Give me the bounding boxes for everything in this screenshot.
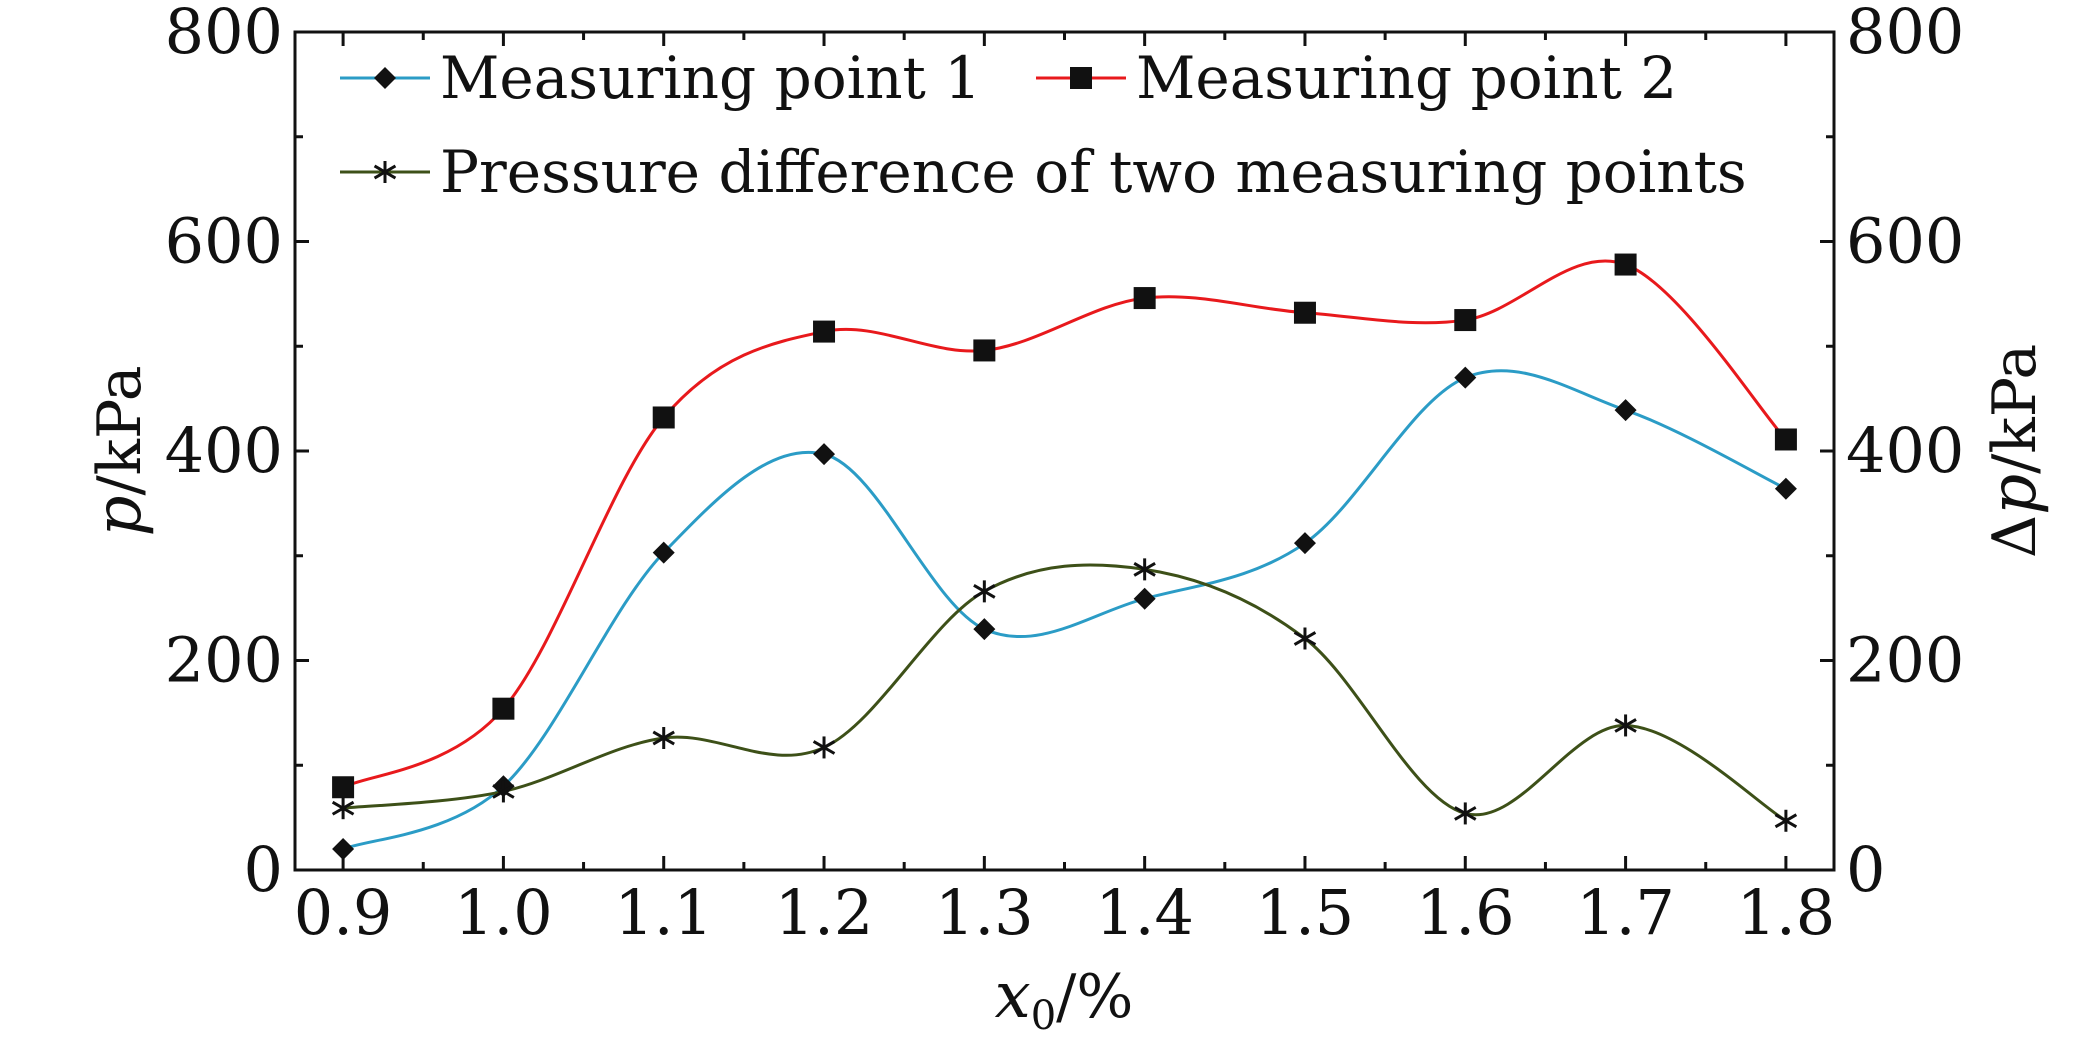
legend-label-3: Pressure difference of two measuring poi…	[440, 138, 1747, 206]
legend-label-1: Measuring point 1	[440, 44, 981, 112]
x-tick-label: 1.7	[1576, 876, 1675, 949]
data-point-series-1	[652, 541, 675, 564]
data-point-series-1	[332, 838, 355, 861]
y-tick-label: 600	[165, 205, 283, 278]
y-tick-label: 200	[165, 624, 283, 697]
data-point-series-3	[1614, 714, 1637, 737]
data-point-series-2	[1454, 309, 1477, 332]
x-tick-label: 1.3	[935, 876, 1034, 949]
x-tick-label: 1.2	[775, 876, 874, 949]
x-tick-label: 1.8	[1737, 876, 1836, 949]
y2-tick-label: 400	[1846, 414, 1964, 487]
series-lines	[342, 259, 1788, 851]
legend-label-2: Measuring point 2	[1136, 44, 1677, 112]
data-point-series-1	[1774, 477, 1797, 500]
y-tick-label: 800	[165, 0, 283, 68]
data-point-series-3	[1774, 809, 1798, 832]
axis-ticks	[295, 30, 1834, 872]
legend: Measuring point 1 Measuring point 2 Pressu…	[340, 44, 1747, 206]
y2-tick-label: 800	[1846, 0, 1964, 68]
data-point-series-2	[332, 776, 355, 799]
data-point-series-3	[331, 797, 355, 820]
series-line-1	[342, 369, 1787, 851]
data-point-series-3	[492, 780, 515, 803]
legend-marker-3	[373, 161, 397, 183]
series-line-2	[342, 259, 1788, 789]
x-tick-label: 1.1	[614, 876, 713, 949]
data-point-series-1	[1133, 587, 1156, 610]
data-point-series-2	[973, 339, 996, 362]
y2-tick-label: 200	[1846, 624, 1964, 697]
series-line-3	[342, 563, 1787, 823]
data-point-series-2	[1133, 287, 1156, 310]
x-tick-label: 1.6	[1416, 876, 1515, 949]
y2-tick-label: 600	[1846, 205, 1964, 278]
data-point-series-1	[1293, 532, 1316, 555]
y-axis-title: p/kPa	[82, 366, 156, 537]
x-axis-title: x0/%	[995, 959, 1134, 1039]
data-point-series-3	[1454, 802, 1477, 825]
data-point-series-2	[813, 320, 836, 343]
x-tick-label: 1.4	[1095, 876, 1194, 949]
data-point-series-1	[813, 443, 836, 466]
x-tick-label: 1.5	[1256, 876, 1355, 949]
x-tick-label: 1.0	[454, 876, 553, 949]
data-point-series-1	[973, 618, 996, 641]
data-point-series-2	[492, 697, 515, 720]
data-point-series-1	[1454, 366, 1477, 389]
series-markers	[331, 253, 1798, 861]
data-point-series-1	[1614, 399, 1637, 422]
data-point-series-3	[652, 727, 675, 750]
y2-tick-label: 0	[1846, 833, 1885, 906]
data-point-series-3	[1133, 558, 1156, 581]
data-point-series-2	[1614, 253, 1637, 276]
data-point-series-3	[1293, 627, 1317, 650]
data-point-series-2	[1293, 301, 1316, 324]
y-tick-label: 400	[165, 414, 283, 487]
y2-axis-title: Δp/kPa	[1977, 344, 2051, 558]
legend-marker-2	[1070, 67, 1092, 89]
data-point-series-3	[812, 736, 836, 759]
legend-marker-1	[374, 67, 396, 89]
data-point-series-2	[1774, 428, 1797, 451]
x-tick-label: 0.9	[294, 876, 393, 949]
y-tick-label: 0	[244, 833, 283, 906]
data-point-series-2	[652, 406, 675, 429]
data-point-series-3	[973, 580, 996, 603]
